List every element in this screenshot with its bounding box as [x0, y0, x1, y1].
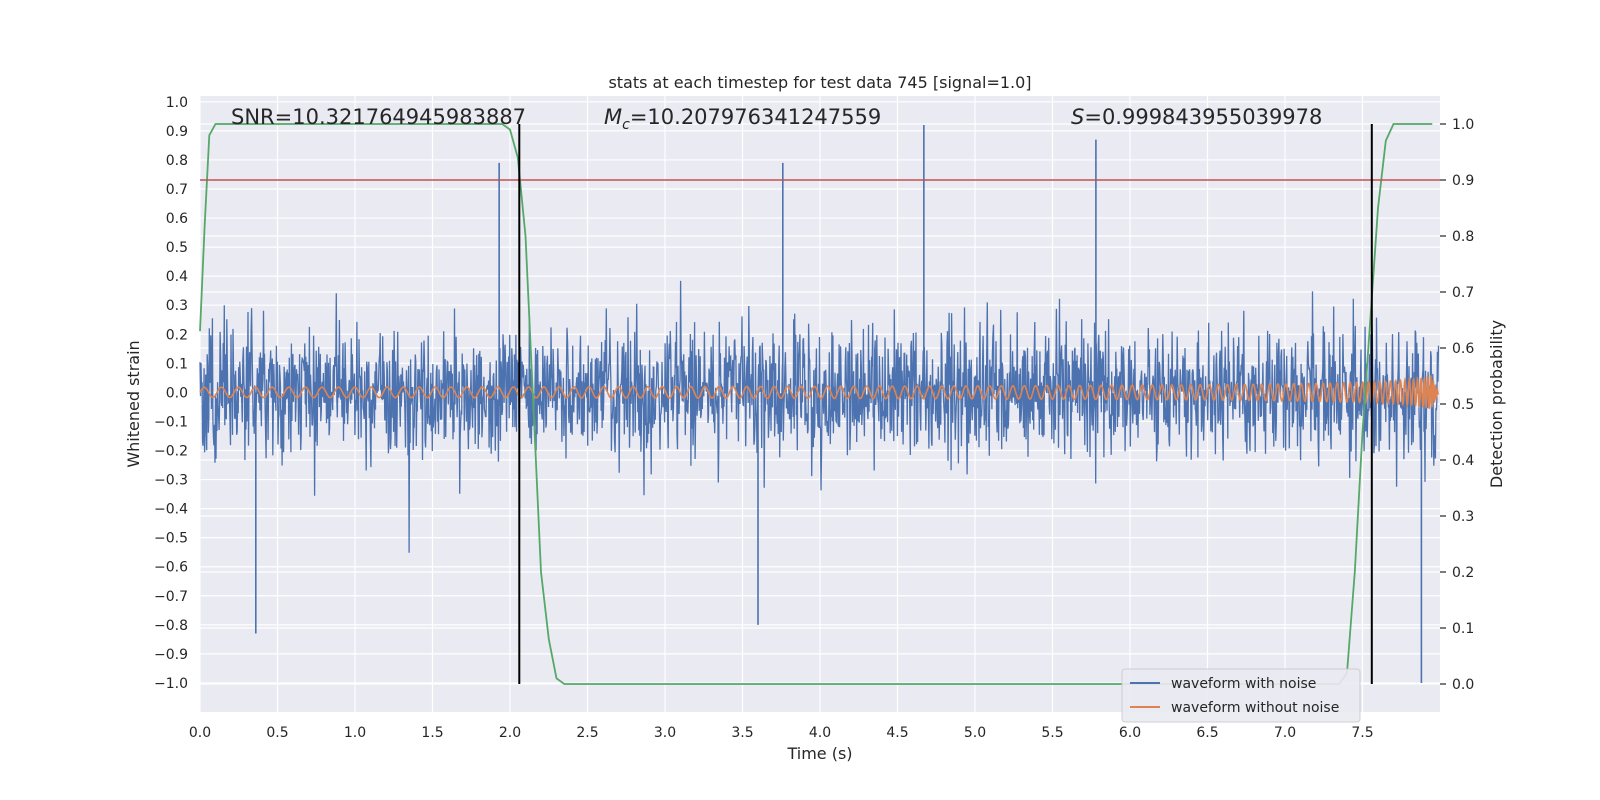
y-tick-label-left: 0.3 — [166, 298, 188, 314]
annotation-s: S=0.999843955039978 — [1071, 105, 1322, 129]
y-tick-label-left: −0.7 — [154, 589, 188, 605]
y-tick-label-left: 0.8 — [166, 153, 188, 169]
probability-trace — [199, 123, 1433, 685]
y-tick-label-right: 0.5 — [1452, 397, 1474, 413]
x-tick-label: 3.5 — [731, 725, 753, 741]
chart-title: stats at each timestep for test data 745… — [608, 73, 1031, 92]
x-tick-label: 7.5 — [1351, 725, 1373, 741]
y-axis-label-left: Whitened strain — [124, 340, 143, 467]
x-tick-label: 2.5 — [576, 725, 598, 741]
x-tick-label: 0.5 — [266, 725, 288, 741]
x-tick-label: 1.0 — [344, 725, 366, 741]
series-waveform-without-noise — [199, 375, 1440, 409]
x-tick-label: 4.0 — [809, 725, 831, 741]
x-tick-label: 6.0 — [1119, 725, 1141, 741]
x-ticks: 0.0 0.5 1.0 1.5 2.0 2.5 3.0 3.5 4.0 4.5 5.0 5.5 6.0 6… — [189, 725, 1374, 741]
y-ticks-left: 1.0 0.9 0.8 0.7 0.6 0.5 0.4 0.3 0.2 0.1 0.0 −0.1 −0.… — [154, 95, 188, 692]
y-tick-label-right: 1.0 — [1452, 117, 1474, 133]
legend: waveform with noise waveform without noi… — [1121, 668, 1361, 723]
y-tick-label-right: 0.3 — [1452, 509, 1474, 525]
x-tick-label: 2.0 — [499, 725, 521, 741]
y-tick-label-right: 0.9 — [1452, 173, 1474, 189]
x-tick-label: 5.5 — [1041, 725, 1063, 741]
y-tick-label-left: −0.2 — [154, 443, 188, 459]
annotation-snr: SNR=10.321764945983887 — [231, 105, 526, 129]
y-tick-label-left: 0.5 — [166, 240, 188, 256]
x-tick-label: 4.5 — [886, 725, 908, 741]
legend-label-clean: waveform without noise — [1171, 700, 1339, 716]
y-tick-label-right: 0.1 — [1452, 621, 1474, 637]
y-tick-label-left: 0.4 — [166, 269, 188, 285]
y-tick-label-right: 0.6 — [1452, 341, 1474, 357]
y-tick-label-left: 0.0 — [166, 385, 188, 401]
x-axis-label: Time (s) — [786, 744, 852, 763]
series-detection-probability — [199, 123, 1433, 685]
y-tick-label-left: 1.0 — [166, 95, 188, 111]
x-tick-label: 3.0 — [654, 725, 676, 741]
y-tick-label-left: 0.7 — [166, 182, 188, 198]
legend-box — [1121, 668, 1361, 723]
y-axis-label-right: Detection probability — [1487, 320, 1506, 488]
annotation-mc: Mc=10.207976341247559 — [604, 105, 881, 133]
x-tick-label: 0.0 — [189, 725, 211, 741]
y-tick-label-left: −0.3 — [154, 473, 188, 489]
noise-trace — [199, 280, 1440, 553]
y-tick-label-left: −0.5 — [154, 531, 188, 547]
y-tick-label-right: 0.7 — [1452, 285, 1474, 301]
series-waveform-with-noise — [199, 125, 1440, 683]
y-tick-label-left: 0.2 — [166, 327, 188, 343]
x-tick-label: 7.0 — [1274, 725, 1296, 741]
x-tick-label: 1.5 — [421, 725, 443, 741]
y-tick-label-right: 0.8 — [1452, 229, 1474, 245]
y-tick-label-left: −1.0 — [154, 676, 188, 692]
y-tick-label-left: 0.9 — [166, 124, 188, 140]
x-tick-label: 5.0 — [964, 725, 986, 741]
y-tick-label-left: −0.1 — [154, 414, 188, 430]
clean-trace — [199, 375, 1440, 409]
legend-label-noise: waveform with noise — [1171, 676, 1316, 692]
y-tick-label-left: 0.6 — [166, 211, 188, 227]
y-tick-label-right: 0.2 — [1452, 565, 1474, 581]
y-tick-label-left: 0.1 — [166, 356, 188, 372]
y-tick-label-left: −0.8 — [154, 618, 188, 634]
y-tick-label-left: −0.4 — [154, 502, 188, 518]
y-ticks-right: 1.0 0.9 0.8 0.7 0.6 0.5 0.4 0.3 0.2 0.1 0.0 — [1440, 117, 1474, 693]
y-tick-label-right: 0.0 — [1452, 677, 1474, 693]
y-tick-label-left: −0.9 — [154, 647, 188, 663]
y-tick-label-right: 0.4 — [1452, 453, 1474, 469]
vertical-lines — [518, 124, 1373, 684]
y-tick-label-left: −0.6 — [154, 560, 188, 576]
x-tick-label: 6.5 — [1196, 725, 1218, 741]
